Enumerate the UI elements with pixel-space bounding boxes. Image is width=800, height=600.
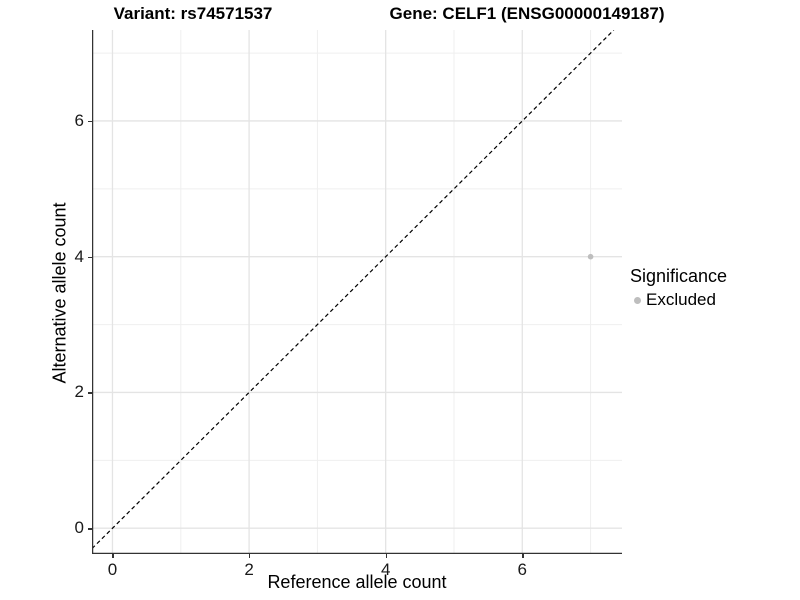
x-axis-title: Reference allele count: [267, 572, 447, 592]
plot-area-svg: [92, 30, 622, 554]
x-tick-mark: [385, 554, 388, 558]
legend-item-label: Excluded: [646, 290, 716, 309]
y-tick-mark: [88, 528, 92, 530]
y-tick-label: 0: [74, 518, 84, 538]
y-tick-mark: [88, 120, 92, 123]
y-tick-label: 2: [74, 382, 84, 402]
gene-title: Gene: CELF1 (ENSG00000149187): [389, 4, 665, 23]
x-tick-label: 0: [107, 560, 118, 579]
x-tick-mark: [112, 554, 114, 558]
legend-item: Excluded: [630, 290, 727, 310]
x-tick-mark: [249, 554, 251, 558]
y-tick-mark: [88, 256, 92, 259]
y-tick-label: 6: [74, 110, 84, 130]
variant-title: Variant: rs74571537: [113, 4, 273, 23]
identity-reference-line: [92, 30, 615, 549]
legend-items: Excluded: [630, 290, 727, 310]
legend-point-icon: [634, 296, 641, 304]
plot-panel: [92, 30, 622, 554]
x-tick-label: 4: [380, 560, 391, 579]
data-point: [587, 253, 594, 260]
x-tick-label: 6: [517, 560, 528, 579]
legend: Significance Excluded: [630, 266, 727, 310]
x-tick-mark: [522, 554, 524, 558]
y-tick-mark: [88, 392, 92, 394]
y-tick-label: 4: [74, 246, 84, 266]
x-tick-label: 2: [244, 560, 254, 579]
y-axis-title: Alternative allele count: [49, 202, 70, 384]
legend-title: Significance: [630, 266, 728, 286]
